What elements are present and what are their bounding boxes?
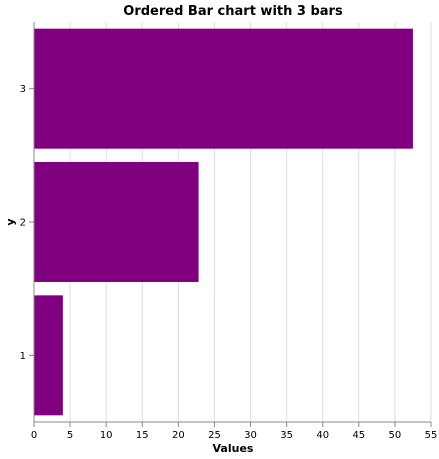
y-tick-label: 1: [20, 351, 26, 362]
x-tick-label: 30: [244, 430, 257, 441]
x-tick-label: 50: [389, 430, 402, 441]
bar-1: [34, 295, 63, 416]
x-axis-title: Values: [213, 442, 254, 455]
x-tick-label: 35: [280, 430, 293, 441]
x-tick-label: 25: [208, 430, 221, 441]
x-tick-label: 15: [136, 430, 149, 441]
x-tick-label: 45: [352, 430, 365, 441]
x-tick-label: 40: [316, 430, 329, 441]
chart-title: Ordered Bar chart with 3 bars: [123, 4, 343, 19]
x-tick-label: 55: [425, 430, 438, 441]
y-tick-label: 2: [20, 218, 26, 229]
bar-2: [34, 162, 199, 282]
x-axis: 0 5 10 15 20 25 30 35 40 45 50 55: [31, 421, 438, 441]
y-axis-title: y: [4, 218, 17, 225]
x-tick-label: 20: [172, 430, 185, 441]
x-tick-label: 10: [100, 430, 113, 441]
y-tick-label: 3: [20, 84, 26, 95]
x-tick-label: 0: [31, 430, 37, 441]
y-axis: 1 2 3: [20, 22, 35, 422]
bar-3: [34, 28, 413, 149]
bars: [34, 28, 413, 416]
x-tick-label: 5: [67, 430, 73, 441]
